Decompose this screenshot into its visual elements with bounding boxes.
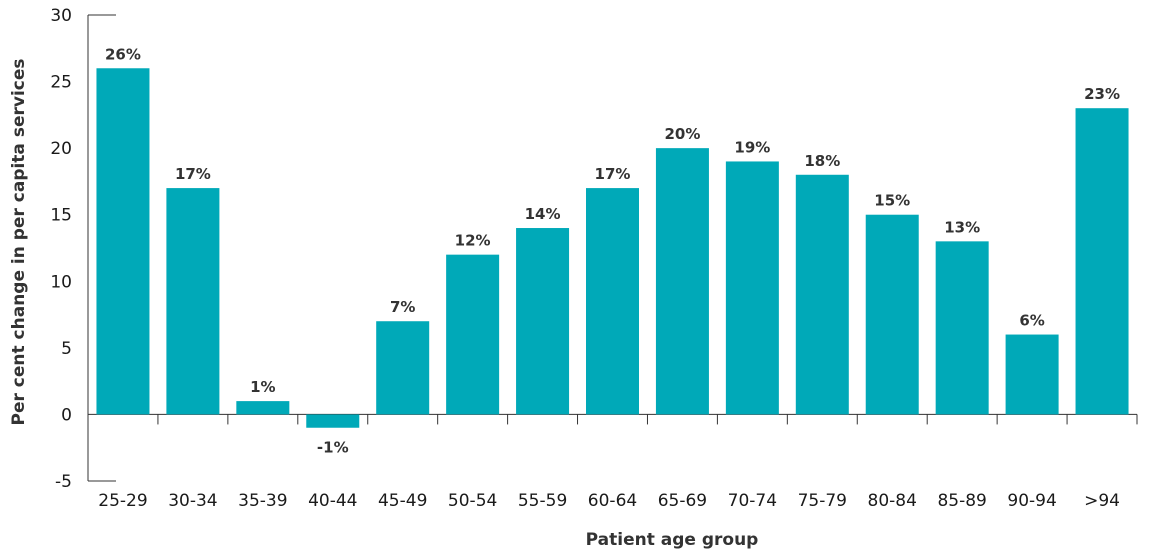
x-tick-label: 90-94 (1007, 491, 1056, 511)
x-tick-label: 35-39 (238, 491, 287, 511)
bar (516, 228, 570, 415)
x-tick-label: 80-84 (868, 491, 917, 511)
bar (1075, 108, 1129, 415)
data-labels: 26% 17% 1% -1% 7% 12% 14% 17% 20% 19% 18% 15% 13% 6% 2… (105, 45, 1120, 456)
x-tick-label: 50-54 (448, 491, 497, 511)
bar (655, 148, 709, 415)
x-tick-label: 85-89 (937, 491, 986, 511)
y-tick-label: 20 (50, 139, 72, 159)
bar (795, 174, 849, 415)
bar (376, 321, 430, 415)
x-tick-label: 60-64 (588, 491, 637, 511)
bar-value-label: 15% (874, 192, 910, 210)
y-tick-label: 10 (50, 272, 72, 292)
x-tick-label: >94 (1084, 491, 1120, 511)
bar-value-label: 17% (175, 165, 211, 183)
bar-value-label: 17% (595, 165, 631, 183)
bar-value-label: -1% (317, 439, 349, 457)
bar-value-label: 7% (390, 298, 415, 316)
bar (725, 161, 779, 415)
bar-value-label: 6% (1019, 312, 1044, 330)
x-tick-label: 40-44 (308, 491, 357, 511)
bar (96, 68, 150, 415)
bar (865, 214, 919, 415)
bar-value-label: 23% (1084, 85, 1120, 103)
bar-value-label: 12% (455, 232, 491, 250)
bar (446, 254, 500, 415)
bar (306, 414, 360, 428)
x-tick-label: 65-69 (658, 491, 707, 511)
y-tick-label: 30 (50, 6, 72, 26)
bar-value-label: 13% (944, 218, 980, 236)
y-tick-label: 15 (50, 206, 72, 226)
x-tick-label: 45-49 (378, 491, 427, 511)
x-tick-label: 70-74 (728, 491, 777, 511)
bar (935, 241, 989, 415)
bar-value-label: 20% (664, 125, 700, 143)
y-axis: -5 0 5 10 15 20 25 30 (50, 6, 116, 492)
y-axis-title: Per cent change in per capita services (9, 59, 29, 426)
y-tick-label: 25 (50, 73, 72, 93)
x-tick-label: 25-29 (98, 491, 147, 511)
y-tick-label: 5 (61, 339, 72, 359)
bars (96, 68, 1129, 428)
bar-value-label: 1% (250, 378, 275, 396)
bar-value-label: 14% (525, 205, 561, 223)
bar (1005, 334, 1059, 415)
bar (586, 188, 639, 415)
x-tick-label: 55-59 (518, 491, 567, 511)
x-tick-label: 30-34 (168, 491, 217, 511)
bar (166, 188, 220, 415)
bar-value-label: 18% (804, 152, 840, 170)
x-axis-title: Patient age group (586, 530, 759, 550)
x-axis: 25-29 30-34 35-39 40-44 45-49 50-54 55-59 60-64… (88, 413, 1138, 511)
y-tick-label: -5 (55, 472, 72, 492)
x-tick-label: 75-79 (798, 491, 847, 511)
bar (236, 401, 290, 415)
y-tick-label: 0 (61, 405, 72, 425)
bar-value-label: 26% (105, 45, 141, 63)
bar-value-label: 19% (734, 138, 770, 156)
